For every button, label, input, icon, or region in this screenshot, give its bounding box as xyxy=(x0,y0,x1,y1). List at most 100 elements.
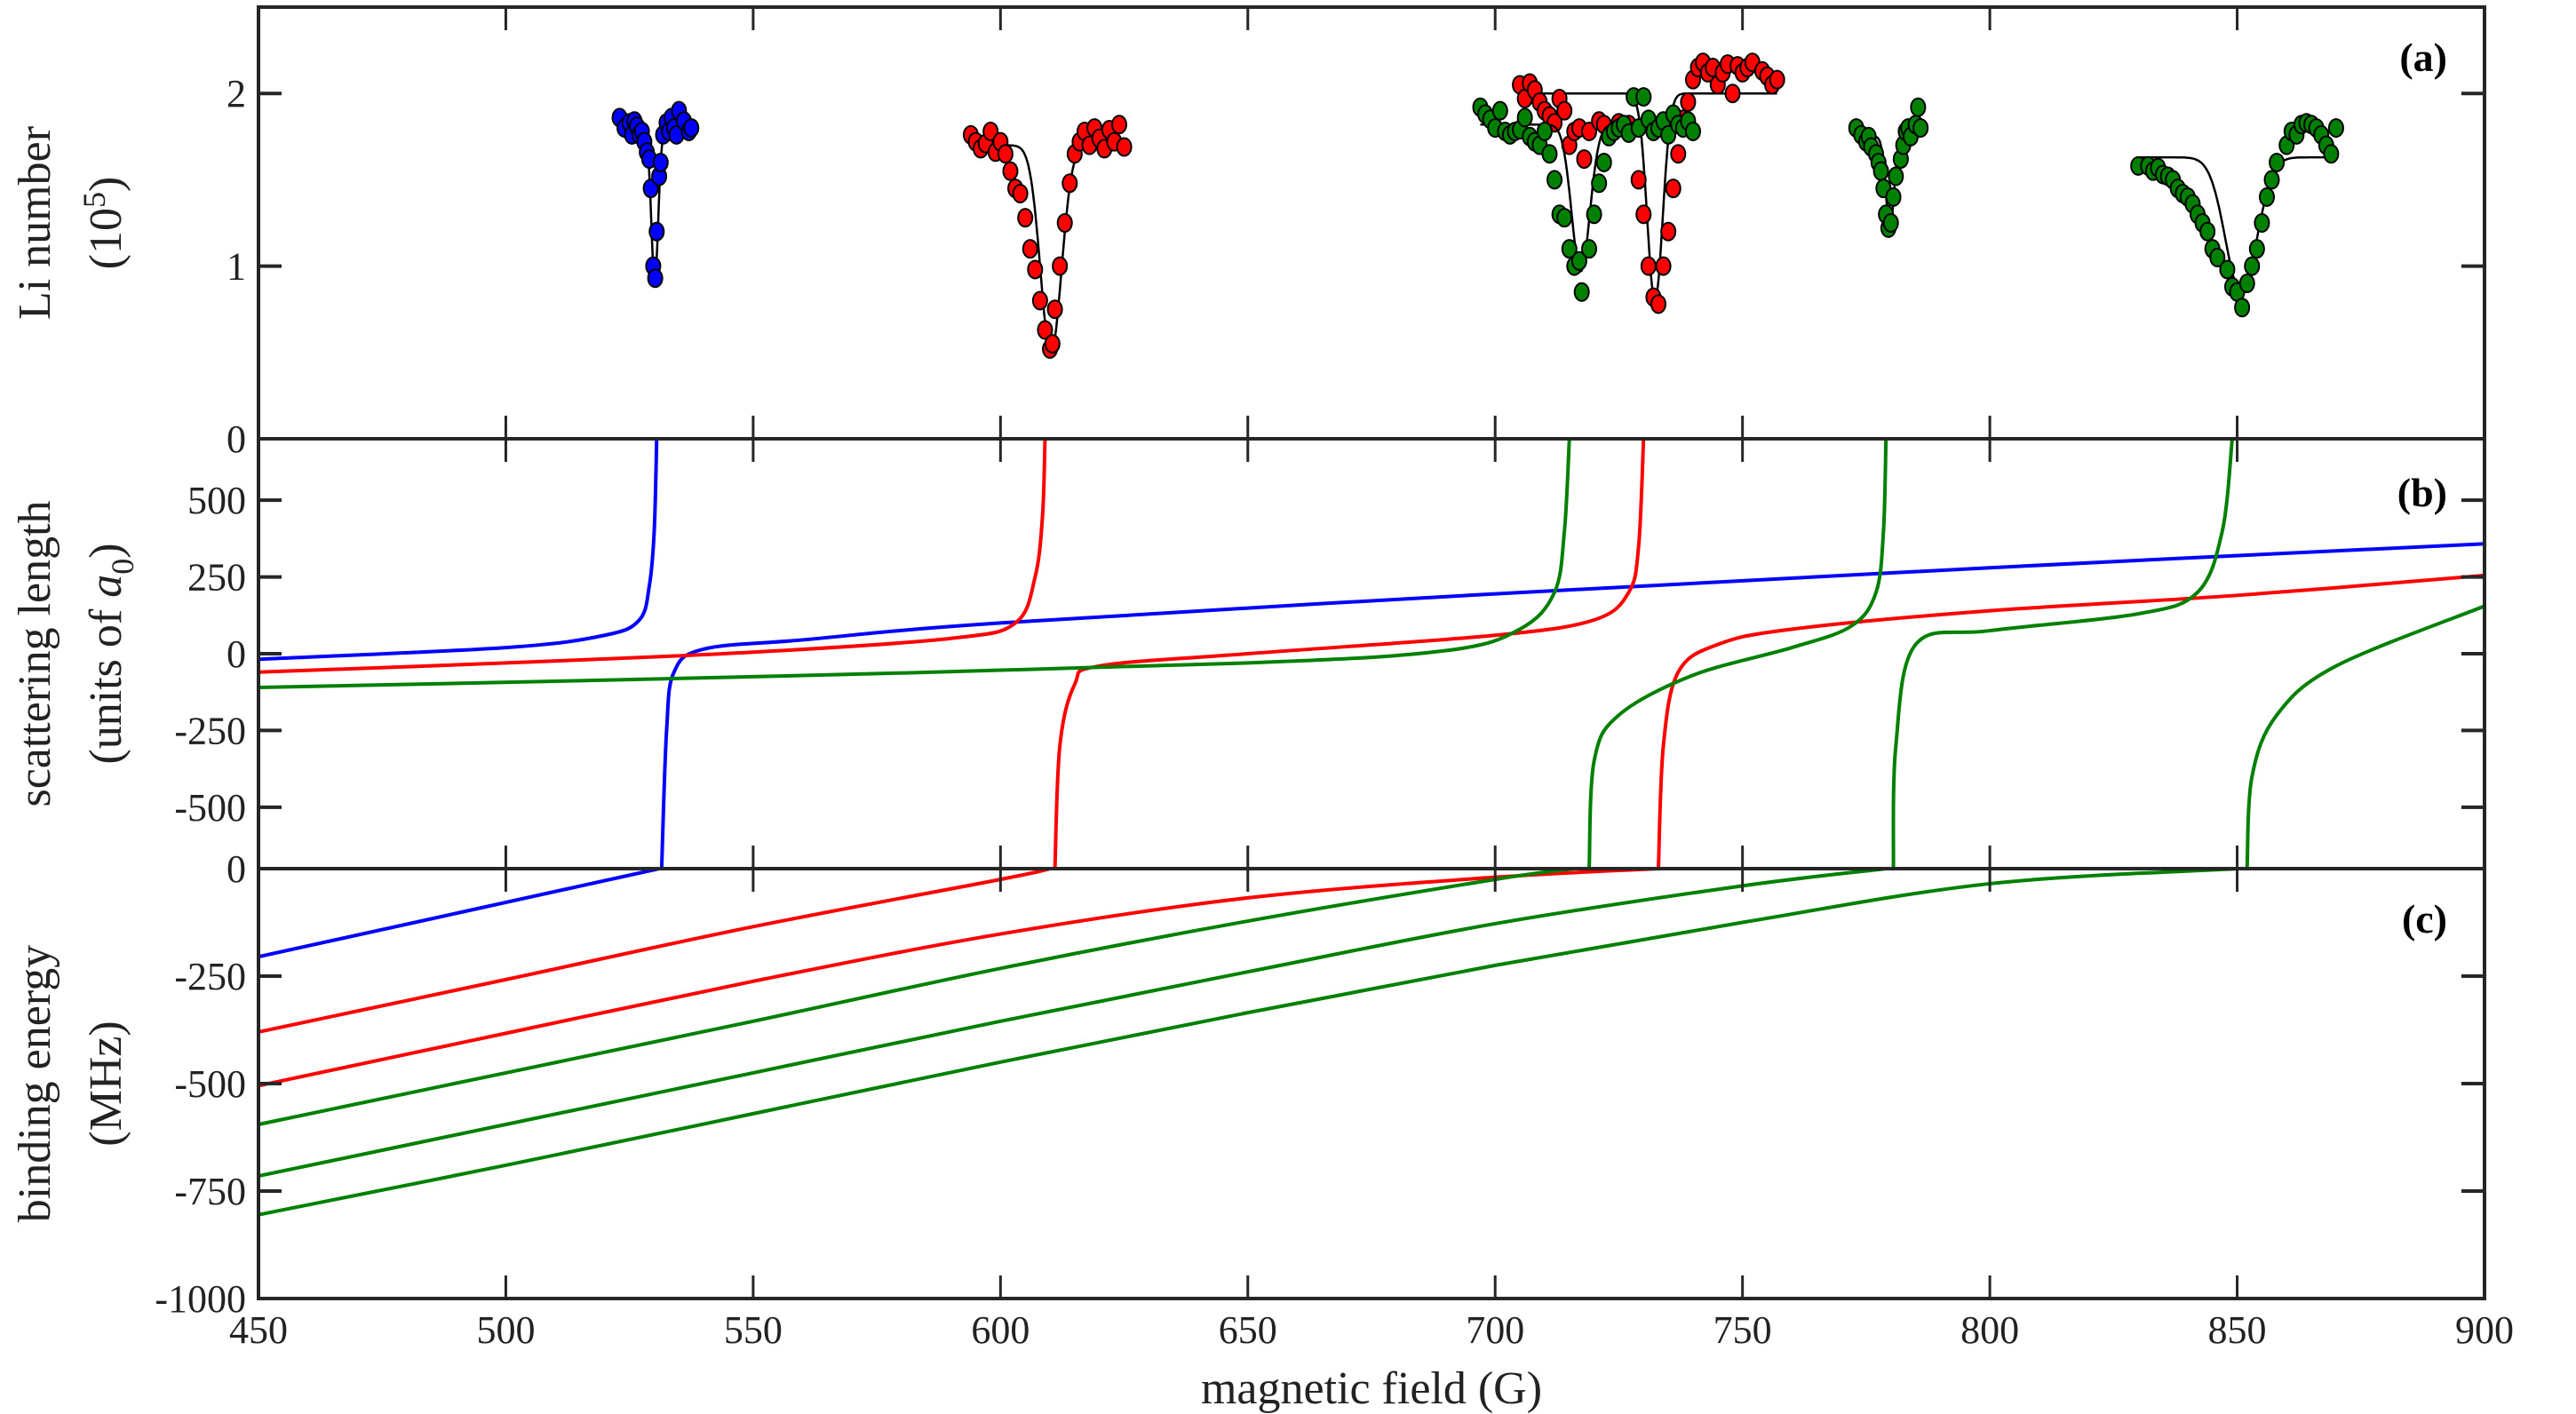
data-point-red xyxy=(1670,144,1687,164)
data-point-red xyxy=(1046,299,1063,320)
data-point-green xyxy=(1885,187,1902,207)
line-red xyxy=(258,869,1051,1034)
y-tick-label: -500 xyxy=(174,1062,246,1106)
line-green xyxy=(2245,604,2485,869)
data-point-green xyxy=(1872,161,1889,181)
y-tick-label: -1000 xyxy=(155,1277,246,1321)
data-point-red xyxy=(1022,239,1038,259)
data-point-green xyxy=(2244,256,2261,276)
data-point-green xyxy=(1561,239,1578,259)
x-tick-label: 700 xyxy=(1466,1308,1524,1352)
panel-frame xyxy=(257,867,2486,1300)
y-axis-label-b: scattering length xyxy=(10,500,60,806)
data-point-green xyxy=(1882,213,1899,233)
panel-frame xyxy=(257,5,2486,441)
data-point-green xyxy=(1635,87,1652,107)
data-point-red xyxy=(1052,256,1069,276)
line-blue xyxy=(258,439,659,662)
data-point-green xyxy=(2269,152,2286,172)
data-point-green xyxy=(1595,152,1612,172)
data-point-green xyxy=(2327,118,2344,139)
y-axis-label-a-unit: (105) xyxy=(76,177,131,270)
plot-marks xyxy=(258,52,2485,1217)
data-point-red xyxy=(1002,161,1019,181)
data-point-red xyxy=(1056,213,1073,233)
data-point-green xyxy=(1591,173,1608,194)
data-point-green xyxy=(1541,144,1558,164)
panel-frame xyxy=(257,437,2486,870)
data-point-red xyxy=(1665,179,1682,199)
y-tick-label: 0 xyxy=(227,417,246,461)
data-point-red xyxy=(1640,256,1657,276)
data-point-green xyxy=(2234,298,2251,318)
y-tick-label: 250 xyxy=(187,556,246,600)
data-point-red xyxy=(1724,83,1741,104)
y-axis-label-b-unit: (units of a0) xyxy=(81,543,140,764)
data-point-green xyxy=(1556,208,1573,228)
panel-a-marks xyxy=(611,52,2344,359)
data-point-green xyxy=(1581,239,1598,259)
panel-label-a: (a) xyxy=(2399,35,2447,80)
x-tick-label: 450 xyxy=(229,1308,288,1352)
data-point-blue xyxy=(652,152,669,172)
y-tick-label: 0 xyxy=(227,632,246,676)
panel-label-c: (c) xyxy=(2402,896,2447,941)
data-point-green xyxy=(2209,247,2226,267)
data-point-green xyxy=(1536,121,1553,141)
data-point-red xyxy=(1655,256,1672,276)
data-point-red xyxy=(1116,137,1133,157)
line-green xyxy=(258,869,1887,1179)
panel-b-marks xyxy=(258,439,2485,869)
data-point-green xyxy=(1516,107,1533,128)
x-tick-label: 500 xyxy=(476,1308,535,1352)
data-point-red xyxy=(1031,290,1048,311)
x-tick-label: 900 xyxy=(2455,1308,2514,1352)
data-point-red xyxy=(1037,320,1053,340)
y-tick-label: -750 xyxy=(174,1170,246,1213)
x-tick-label: 750 xyxy=(1713,1308,1772,1352)
line-red xyxy=(1657,573,2485,869)
data-point-blue xyxy=(683,118,700,139)
data-point-red xyxy=(1769,69,1785,90)
data-point-green xyxy=(1491,100,1508,121)
y-tick-label: 500 xyxy=(187,479,246,522)
line-red xyxy=(258,869,1659,1088)
data-point-green xyxy=(1912,118,1929,139)
x-tick-label: 850 xyxy=(2208,1308,2267,1352)
data-point-red xyxy=(1017,208,1034,228)
data-point-red xyxy=(1635,204,1652,225)
line-blue xyxy=(659,542,2485,869)
panel-c-marks xyxy=(258,869,2238,1217)
y-tick-label: -250 xyxy=(174,709,246,752)
data-point-green xyxy=(2199,221,2216,242)
line-red xyxy=(1053,439,1646,869)
line-green xyxy=(258,439,1571,690)
axes: 0 1 2 -500 -250 0 250 500 -1000 -750 -500 -250 0 450 5… xyxy=(155,5,2514,1352)
data-point-green xyxy=(2219,259,2236,280)
data-point-red xyxy=(1650,294,1666,314)
data-point-green xyxy=(2263,170,2280,190)
data-point-green xyxy=(1546,170,1563,190)
x-tick-label: 550 xyxy=(724,1308,783,1352)
x-tick-label: 800 xyxy=(1960,1308,2019,1352)
data-point-red xyxy=(1680,91,1697,112)
data-point-red xyxy=(1556,100,1573,121)
line-green xyxy=(258,869,1575,1126)
data-point-red xyxy=(1027,259,1044,280)
data-point-green xyxy=(2254,213,2270,233)
y-tick-label: 0 xyxy=(227,847,246,891)
y-tick-label: 2 xyxy=(227,72,246,115)
line-blue xyxy=(258,869,660,959)
data-point-red xyxy=(1660,221,1677,242)
data-point-red xyxy=(1044,334,1061,354)
y-tick-label: 1 xyxy=(227,245,246,289)
data-point-red xyxy=(1012,183,1029,203)
data-point-blue xyxy=(648,221,665,242)
data-point-green xyxy=(1570,250,1587,271)
line-green xyxy=(1587,439,1888,869)
y-axis-label-c: binding energy xyxy=(10,945,60,1222)
line-green xyxy=(258,869,2238,1217)
data-point-green xyxy=(1888,166,1904,187)
data-point-red xyxy=(997,144,1014,164)
